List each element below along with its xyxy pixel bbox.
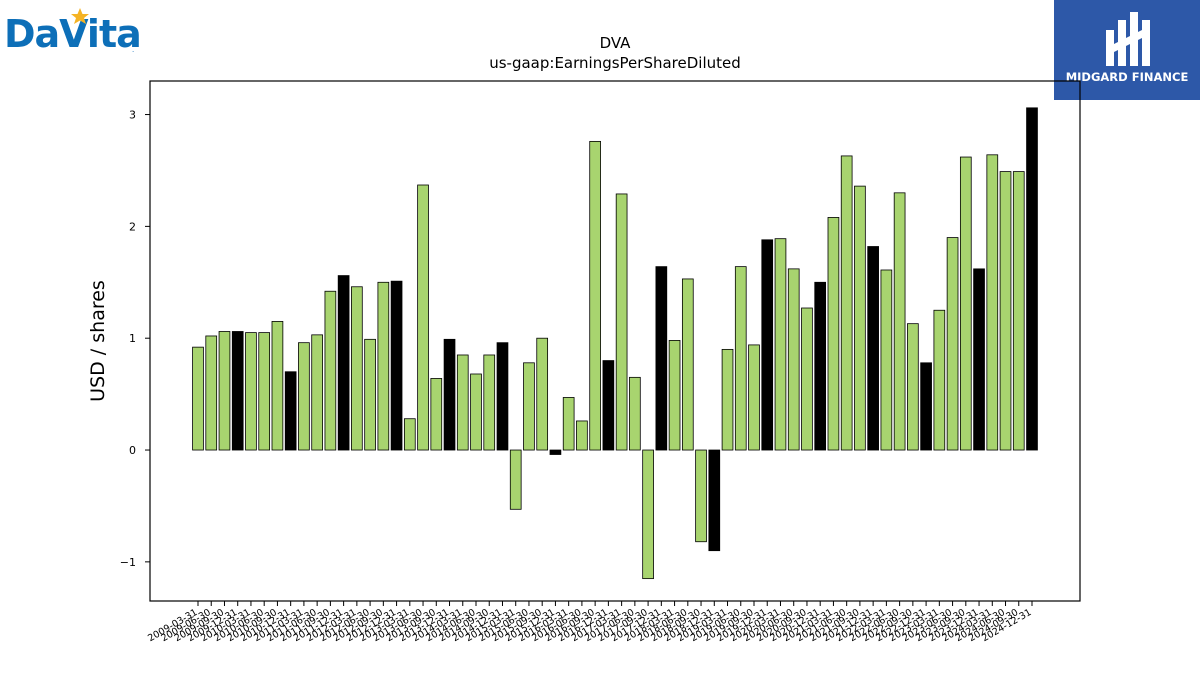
bar-2011-12-31 <box>337 275 350 451</box>
bar-2022-06-30 <box>893 192 906 451</box>
y-tick-label: 3 <box>129 109 136 122</box>
bar-2023-09-30 <box>959 156 972 451</box>
bar-2012-09-30 <box>377 281 390 451</box>
bar-2011-06-30 <box>311 334 323 451</box>
bar-2010-06-30 <box>258 332 271 451</box>
bar-2009-12-31 <box>231 331 244 451</box>
bar-2021-03-31 <box>827 217 840 451</box>
bar-2016-03-31 <box>562 397 575 451</box>
bar-2022-09-30 <box>907 323 919 451</box>
bar-2022-03-31 <box>880 269 893 451</box>
bars-layer <box>192 107 1038 580</box>
bar-2010-12-31 <box>284 371 297 451</box>
bar-2023-06-30 <box>946 237 959 451</box>
bar-2024-09-30 <box>1012 171 1025 451</box>
bar-2014-06-30 <box>470 373 482 451</box>
bar-2015-03-31 <box>509 449 522 510</box>
bar-2020-06-30 <box>787 268 800 451</box>
bar-2016-12-31 <box>602 360 615 451</box>
davita-logo-text: DaVita <box>4 12 142 56</box>
bar-2023-12-31 <box>973 268 985 451</box>
bar-2018-03-31 <box>668 340 681 451</box>
midgard-finance-logo: MIDGARD FINANCE <box>1054 0 1200 100</box>
bar-2014-03-31 <box>456 354 469 451</box>
bar-2024-03-31 <box>986 154 999 451</box>
bar-2019-09-30 <box>748 344 760 451</box>
bar-2020-03-31 <box>774 238 787 451</box>
y-axis-label: USD / shares <box>87 280 109 402</box>
bar-2010-09-30 <box>271 321 284 451</box>
bar-2022-12-31 <box>920 362 932 451</box>
bar-2009-03-31 <box>192 346 204 451</box>
bar-2014-12-31 <box>496 342 509 451</box>
chart-subtitle: us-gaap:EarningsPerShareDiluted <box>489 54 741 72</box>
bar-2009-09-30 <box>218 331 231 451</box>
bar-2017-06-30 <box>629 376 641 451</box>
plot-frame <box>149 80 1081 602</box>
bar-2017-09-30 <box>642 449 654 580</box>
bar-2017-03-31 <box>615 193 628 451</box>
bar-2016-06-30 <box>576 420 588 451</box>
bar-2021-06-30 <box>840 155 853 451</box>
bar-2009-06-30 <box>205 335 218 451</box>
bar-2011-09-30 <box>324 290 337 451</box>
bar-2015-12-31 <box>549 449 562 455</box>
y-axis: 3 2 1 0 −1 <box>120 109 150 569</box>
bar-2021-09-30 <box>854 185 866 451</box>
bar-2023-03-31 <box>933 309 946 451</box>
bar-2011-03-31 <box>298 342 310 451</box>
y-tick-label: 2 <box>129 220 136 233</box>
bar-2020-09-30 <box>801 307 813 451</box>
bar-2013-09-30 <box>430 378 443 451</box>
bar-2017-12-31 <box>655 266 668 451</box>
bar-2019-03-31 <box>721 348 734 451</box>
davita-logo: DaVita . <box>4 4 144 60</box>
bar-2015-09-30 <box>536 337 549 451</box>
midgard-emblem-icon <box>1106 12 1150 66</box>
x-axis: 2009-03-312009-06-302009-09-302009-12-31… <box>146 601 1034 644</box>
bar-2013-12-31 <box>443 338 456 451</box>
y-tick-label: 1 <box>129 332 136 345</box>
bar-2012-12-31 <box>390 280 403 451</box>
bar-2021-12-31 <box>867 246 879 451</box>
bar-2013-06-30 <box>417 184 429 451</box>
bar-2020-12-31 <box>814 281 827 451</box>
bar-2015-06-30 <box>523 362 535 451</box>
bar-2016-09-30 <box>589 140 601 451</box>
bar-2019-12-31 <box>761 239 774 451</box>
bar-2014-09-30 <box>483 354 496 451</box>
bar-2024-12-31 <box>1026 107 1038 451</box>
bar-2018-12-31 <box>708 449 721 552</box>
y-tick-label: 0 <box>129 444 136 457</box>
bar-2013-03-31 <box>403 418 416 451</box>
y-tick-label: −1 <box>120 556 136 569</box>
chart-title: DVA <box>600 34 632 52</box>
bar-2010-03-31 <box>245 332 257 451</box>
bar-2019-06-30 <box>734 266 747 451</box>
bar-2018-09-30 <box>695 449 707 543</box>
bar-2018-06-30 <box>681 278 694 451</box>
midgard-finance-logo-text: MIDGARD FINANCE <box>1065 70 1189 84</box>
davita-logo-mark: . <box>132 46 135 54</box>
bar-2012-06-30 <box>364 338 376 451</box>
star-icon <box>71 8 89 24</box>
bar-2012-03-31 <box>351 286 363 451</box>
bar-2024-06-30 <box>999 171 1012 451</box>
